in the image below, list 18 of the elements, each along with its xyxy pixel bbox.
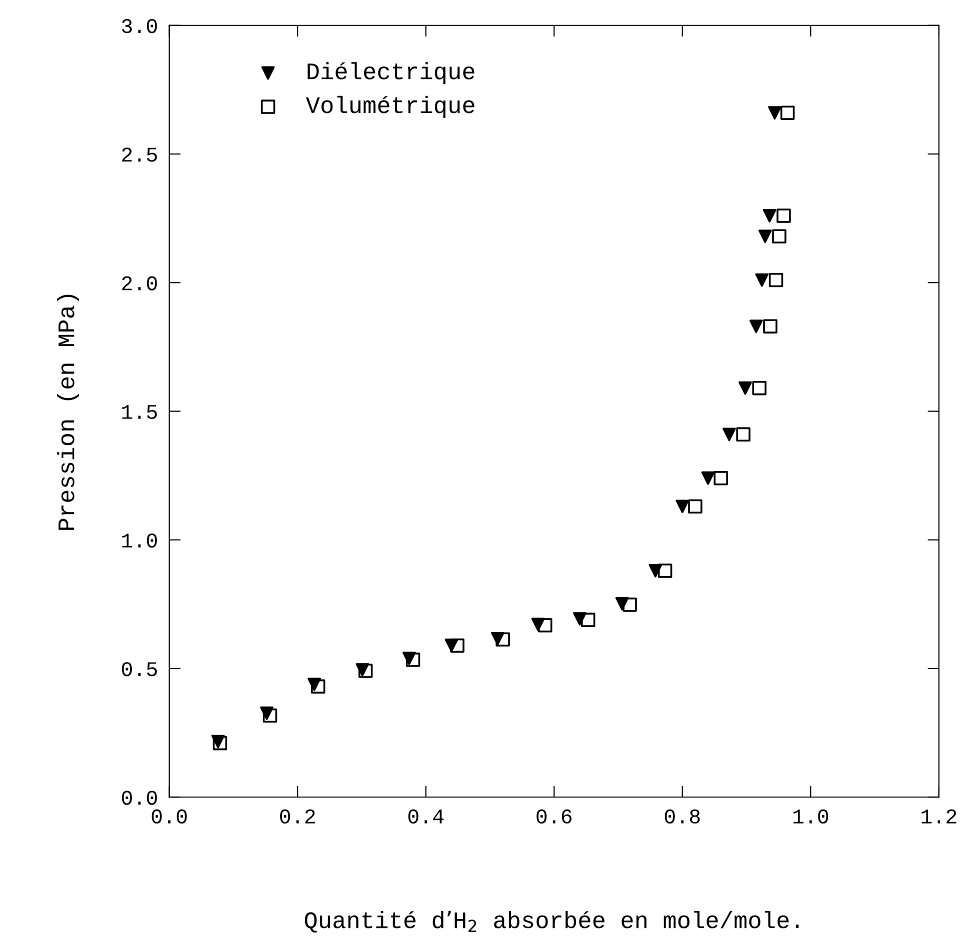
y-tick-label: 1.0 [122,533,157,548]
x-tick-label: 0.8 [664,809,700,824]
y-tick-label: 0.5 [122,662,157,676]
legend-label: Volumétrique [306,96,474,118]
x-tick-label: 0.4 [408,809,444,824]
y-tick-label: 2.5 [122,148,157,162]
x-tick-label: 1.2 [922,809,956,824]
x-tick-label: 0.6 [536,809,572,824]
y-tick-label: 0.0 [122,790,157,805]
y-tick-label: 3.0 [122,18,157,34]
y-tick-label: 2.0 [122,276,157,290]
y-tick-label: 1.5 [122,405,157,420]
x-tick-label: 0.2 [280,809,315,824]
x-axis-title: Quantité d’H$_{2}$ absorbée en mole/mole. [304,910,799,933]
x-tick-label: 0.0 [152,809,187,824]
legend-label: Diélectrique [308,62,474,84]
y-axis-title: Pression (en MPa) [57,294,80,530]
x-tick-label: 1.0 [793,809,828,824]
